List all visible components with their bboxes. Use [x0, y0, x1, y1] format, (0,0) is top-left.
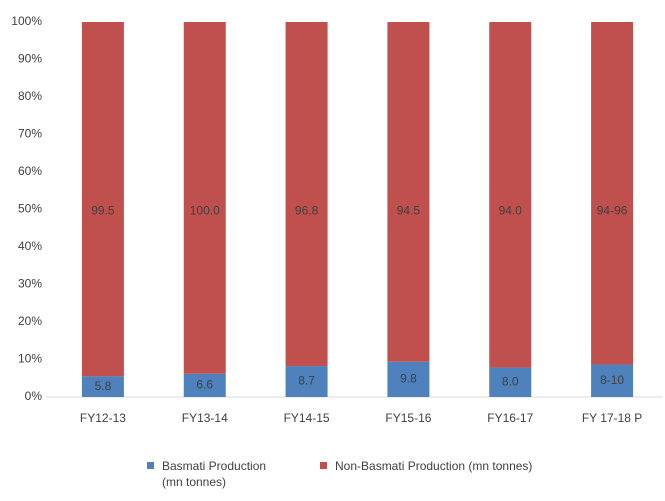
bar-segment [81, 22, 124, 377]
y-tick-label: 40% [18, 239, 42, 253]
y-tick-label: 60% [18, 164, 42, 178]
data-label: 94.0 [499, 204, 523, 218]
bar-segment [489, 22, 532, 368]
bar-segment [81, 376, 124, 397]
y-tick-label: 30% [18, 277, 42, 291]
x-tick-label: FY12-13 [80, 411, 126, 425]
legend-swatch [320, 462, 327, 469]
data-label: 99.5 [91, 204, 115, 218]
data-label: 94-96 [597, 204, 628, 218]
legend-label: Non-Basmati Production (mn tonnes) [335, 459, 533, 473]
x-tick-label: FY13-14 [182, 411, 228, 425]
data-label: 5.8 [95, 379, 112, 393]
data-label: 96.8 [295, 204, 319, 218]
data-label: 6.6 [196, 378, 213, 392]
legend-swatch [147, 462, 154, 469]
x-tick-label: FY16-17 [487, 411, 533, 425]
bar-segment [591, 22, 634, 365]
y-tick-label: 20% [18, 314, 42, 328]
legend-item: Non-Basmati Production (mn tonnes) [320, 458, 580, 474]
bar-segment [285, 22, 328, 367]
bar-segment [183, 22, 226, 374]
data-label: 8-10 [600, 373, 624, 387]
data-label: 8.7 [298, 374, 315, 388]
bar-segment [387, 22, 430, 362]
bar-segment [183, 373, 226, 397]
legend-label: Basmati Production (mn tonnes) [162, 459, 267, 489]
y-tick-label: 100% [11, 14, 42, 28]
x-tick-label: FY 17-18 P [582, 411, 642, 425]
y-tick-label: 50% [18, 202, 42, 216]
bar-segment [387, 361, 430, 397]
legend-item: Basmati Production (mn tonnes) [147, 458, 267, 490]
bar-segment [489, 367, 532, 397]
bar-segment [285, 366, 328, 397]
y-tick-label: 0% [25, 389, 43, 403]
data-label: 94.5 [397, 204, 421, 218]
data-label: 9.8 [400, 372, 417, 386]
bar-segment [591, 364, 634, 397]
x-tick-label: FY14-15 [284, 411, 330, 425]
y-tick-label: 80% [18, 89, 42, 103]
x-tick-label: FY15-16 [385, 411, 431, 425]
y-tick-label: 90% [18, 52, 42, 66]
data-label: 100.0 [190, 204, 220, 218]
y-tick-label: 70% [18, 127, 42, 141]
y-tick-label: 10% [18, 352, 42, 366]
data-label: 8.0 [502, 374, 519, 388]
